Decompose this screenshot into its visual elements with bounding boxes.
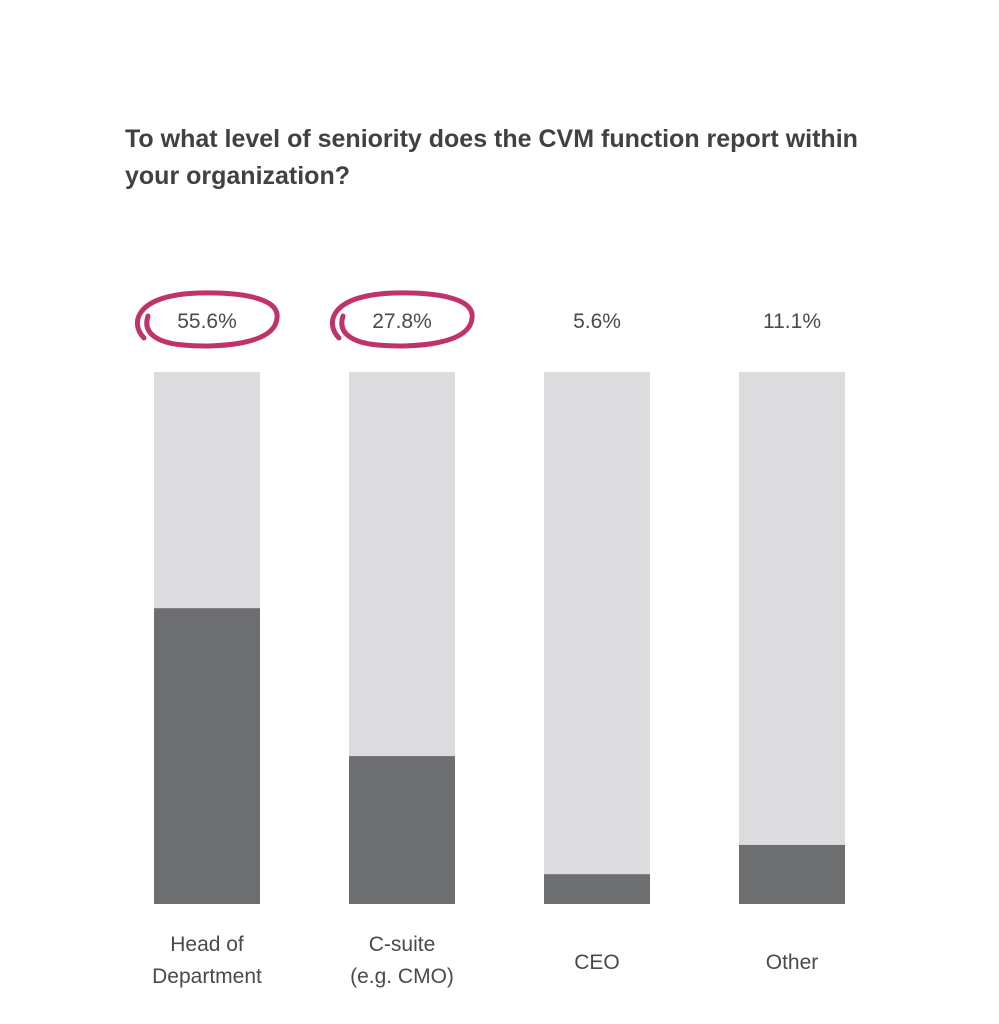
chart-title: To what level of seniority does the CVM … (125, 125, 858, 190)
highlight-circle (329, 290, 475, 349)
value-label: 5.6% (573, 310, 621, 333)
bar-remainder (739, 372, 845, 904)
bar-remainder (544, 372, 650, 904)
category-label: C-suite (369, 933, 436, 956)
bar-value (154, 608, 260, 904)
category-label: Other (766, 951, 819, 974)
value-label: 27.8% (372, 310, 432, 333)
category-label: Head of (170, 933, 244, 956)
bar-value (739, 844, 845, 904)
value-label: 55.6% (177, 310, 237, 333)
category-label: (e.g. CMO) (350, 965, 454, 988)
bars-layer (134, 290, 845, 904)
bar-value (349, 756, 455, 904)
highlight-circle (134, 290, 280, 349)
category-label: Department (152, 965, 262, 988)
bar-value (544, 874, 650, 904)
labels-layer: 55.6% Head of Department 27.8% C-suite (e.g. … (152, 310, 821, 988)
category-label: CEO (574, 951, 620, 974)
value-label: 11.1% (763, 310, 821, 333)
